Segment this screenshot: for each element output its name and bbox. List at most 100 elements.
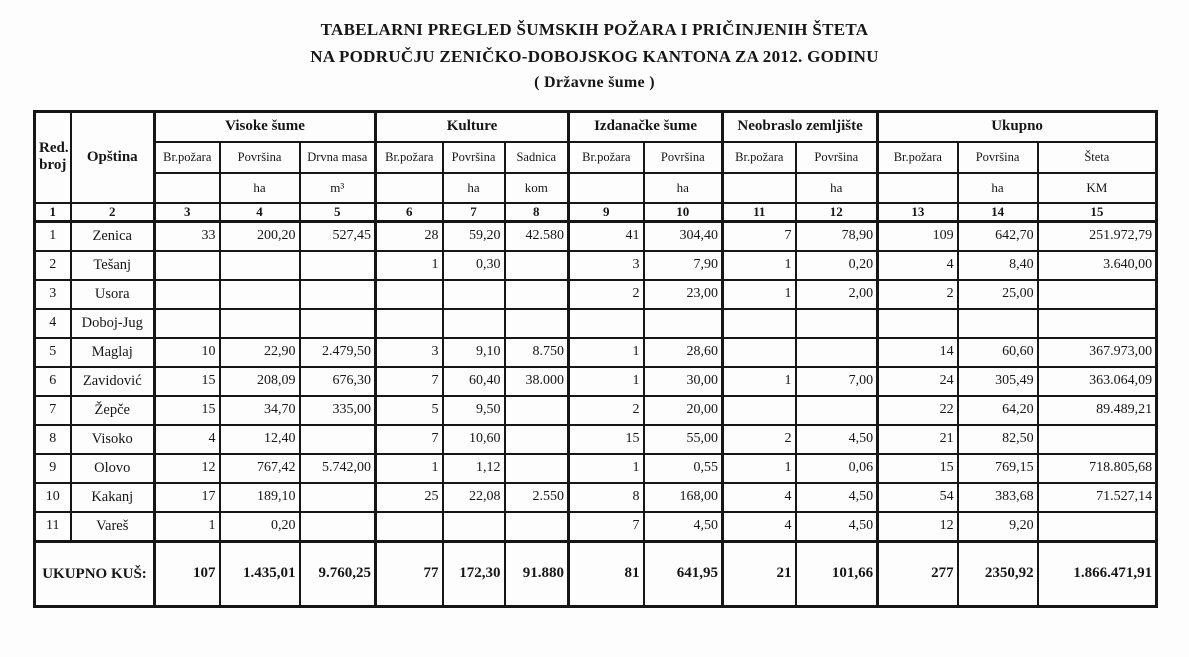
value-cell: 767,42 <box>218 452 301 484</box>
municipality-name: Kakanj <box>69 481 156 513</box>
value-cell <box>567 307 645 339</box>
total-cell: 1.866.471,91 <box>1036 539 1158 608</box>
value-cell: 9,10 <box>441 336 506 368</box>
municipality-name: Usora <box>69 278 156 310</box>
group-izdanacke-sume: Izdanačke šume <box>567 110 724 143</box>
value-cell: 718.805,68 <box>1036 452 1158 484</box>
value-cell: 1 <box>721 278 797 310</box>
unit-cell <box>153 171 221 204</box>
value-cell <box>503 394 570 426</box>
col-number: 15 <box>1036 201 1158 223</box>
value-cell: 59,20 <box>441 220 506 252</box>
value-cell <box>218 307 301 339</box>
unit-cell <box>721 171 797 204</box>
col-number: 6 <box>374 201 444 223</box>
value-cell <box>503 423 570 455</box>
value-cell: 2 <box>876 278 959 310</box>
value-cell <box>441 307 506 339</box>
value-cell: 7 <box>374 365 444 397</box>
value-cell: 3 <box>567 249 645 281</box>
col-number: 7 <box>441 201 506 223</box>
value-cell: 2 <box>567 394 645 426</box>
value-cell: 7,90 <box>642 249 724 281</box>
value-cell: 305,49 <box>956 365 1039 397</box>
value-cell <box>298 278 377 310</box>
subheader: Br.požara <box>374 140 444 174</box>
row-number: 2 <box>33 249 72 281</box>
value-cell: 17 <box>153 481 221 513</box>
value-cell: 23,00 <box>642 278 724 310</box>
value-cell: 82,50 <box>956 423 1039 455</box>
municipality-name: Olovo <box>69 452 156 484</box>
subheader: Površina <box>218 140 301 174</box>
value-cell <box>503 452 570 484</box>
value-cell <box>298 423 377 455</box>
value-cell: 3 <box>374 336 444 368</box>
value-cell: 1 <box>567 365 645 397</box>
col-number: 1 <box>33 201 72 223</box>
value-cell: 55,00 <box>642 423 724 455</box>
total-cell: 91.880 <box>503 539 570 608</box>
table-row: 10 Kakanj 17 189,10 25 22,08 2.550 8 168,00 4 4,50… <box>33 481 1158 513</box>
row-number: 8 <box>33 423 72 455</box>
value-cell: 2.550 <box>503 481 570 513</box>
value-cell <box>503 278 570 310</box>
table-row: 7 Žepče 15 34,70 335,00 5 9,50 2 20,00 22 64,20 89.… <box>33 394 1158 426</box>
value-cell: 7 <box>721 220 797 252</box>
row-number: 9 <box>33 452 72 484</box>
document-title: TABELARNI PREGLED ŠUMSKIH POŽARA I PRIČI… <box>0 0 1189 96</box>
row-number: 6 <box>33 365 72 397</box>
value-cell <box>721 394 797 426</box>
value-cell: 4,50 <box>794 510 879 543</box>
municipality-name: Tešanj <box>69 249 156 281</box>
col-number: 9 <box>567 201 645 223</box>
value-cell <box>153 278 221 310</box>
value-cell: 1 <box>153 510 221 543</box>
col-number: 5 <box>298 201 377 223</box>
units-row: ha m³ ha kom ha ha ha KM <box>35 171 1158 204</box>
unit-cell <box>567 171 645 204</box>
value-cell: 335,00 <box>298 394 377 426</box>
col-number: 14 <box>956 201 1039 223</box>
group-ukupno: Ukupno <box>876 110 1158 143</box>
row-number: 1 <box>33 220 72 252</box>
value-cell <box>876 307 959 339</box>
table-row: 11 Vareš 1 0,20 7 4,50 4 4,50 12 9,20 <box>33 510 1158 543</box>
value-cell <box>794 394 879 426</box>
value-cell: 5 <box>374 394 444 426</box>
row-number: 4 <box>33 307 72 339</box>
value-cell: 64,20 <box>956 394 1039 426</box>
unit-cell: ha <box>441 171 506 204</box>
municipality-name: Žepče <box>69 394 156 426</box>
value-cell: 527,45 <box>298 220 377 252</box>
title-line-3: ( Državne šume ) <box>534 74 655 92</box>
total-cell: 641,95 <box>642 539 724 608</box>
value-cell: 4 <box>721 510 797 543</box>
subheader: Površina <box>441 140 506 174</box>
total-cell: 9.760,25 <box>298 539 377 608</box>
subheader: Površina <box>642 140 724 174</box>
value-cell <box>374 307 444 339</box>
column-number-row: 1 2 3 4 5 6 7 8 9 10 11 12 13 14 15 <box>33 201 1158 223</box>
value-cell <box>298 481 377 513</box>
value-cell <box>794 307 879 339</box>
value-cell: 8.750 <box>503 336 570 368</box>
col-number: 8 <box>503 201 570 223</box>
value-cell <box>1036 510 1158 543</box>
total-cell: 172,30 <box>441 539 506 608</box>
group-kulture: Kulture <box>373 110 570 143</box>
subheader: Br.požara <box>153 140 221 174</box>
col-number: 13 <box>876 201 959 223</box>
value-cell <box>298 510 377 543</box>
subheader: Br.požara <box>567 140 645 174</box>
value-cell: 54 <box>876 481 959 513</box>
row-number: 5 <box>33 336 72 368</box>
subheader: Sadnica <box>503 140 570 174</box>
unit-cell <box>374 171 444 204</box>
value-cell <box>218 249 301 281</box>
value-cell: 20,00 <box>642 394 724 426</box>
value-cell: 0,20 <box>794 249 879 281</box>
municipality-name: Maglaj <box>69 336 156 368</box>
value-cell <box>1036 278 1158 310</box>
value-cell: 89.489,21 <box>1036 394 1158 426</box>
